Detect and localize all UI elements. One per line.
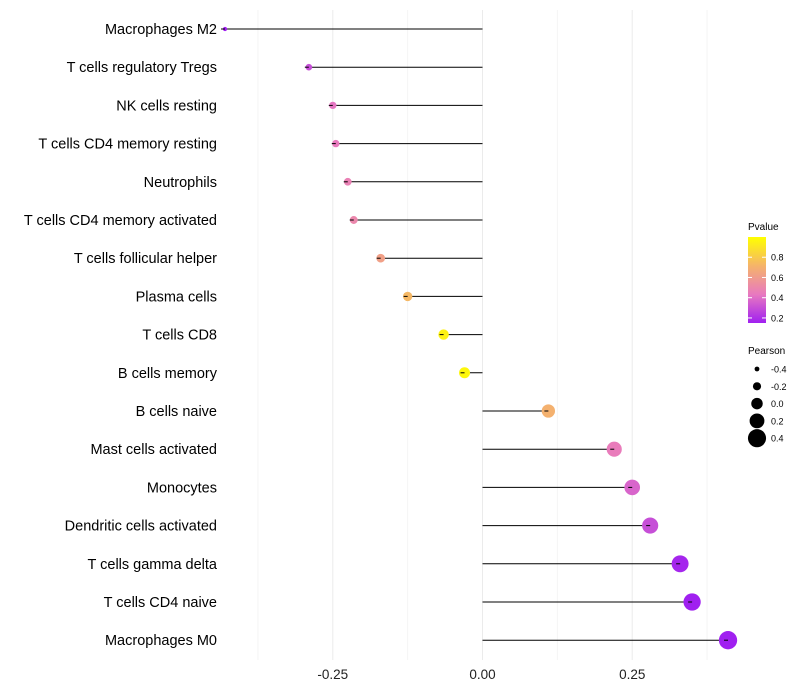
category-label: T cells follicular helper — [74, 251, 217, 267]
category-label: Macrophages M0 — [105, 633, 217, 649]
points — [221, 26, 738, 650]
x-tick-label: 0.00 — [469, 667, 495, 682]
category-label: T cells regulatory Tregs — [67, 60, 217, 76]
category-label: T cells CD4 naive — [104, 595, 217, 611]
size-legend-point — [747, 429, 767, 448]
colorbar-tick-label: 0.8 — [771, 253, 784, 263]
x-tick-label: 0.25 — [619, 667, 645, 682]
category-label: Mast cells activated — [90, 442, 217, 458]
pearson-legend-title: Pearson — [748, 346, 785, 357]
stems — [225, 28, 729, 641]
size-legend-point — [752, 382, 762, 391]
size-legend-point — [751, 397, 763, 410]
size-legend-label: -0.2 — [771, 382, 787, 392]
pvalue-legend: Pvalue 0.8 0.6 0.4 0.2 — [748, 222, 784, 323]
colorbar-tick-label: 0.2 — [771, 313, 784, 323]
category-label: Plasma cells — [136, 289, 217, 305]
point — [671, 555, 689, 573]
size-legend-point — [749, 413, 765, 429]
point — [459, 367, 471, 379]
size-legend-point — [754, 366, 760, 372]
x-axis-labels: -0.25 0.00 0.25 — [317, 667, 645, 682]
category-label: T cells CD4 memory resting — [38, 137, 217, 153]
category-label: Monocytes — [147, 480, 217, 496]
category-label: Macrophages M2 — [105, 22, 217, 38]
pvalue-colorbar — [748, 237, 766, 323]
size-legend-label: 0.4 — [771, 434, 784, 444]
colorbar-tick-label: 0.4 — [771, 293, 784, 303]
y-axis-labels: Macrophages M2 T cells regulatory Tregs NK… — [24, 22, 218, 649]
category-label: T cells gamma delta — [88, 557, 218, 573]
pearson-legend: Pearson -0.4 -0.2 0.0 0.2 0.4 — [747, 346, 787, 448]
category-label: B cells naive — [136, 404, 217, 420]
category-label: NK cells resting — [116, 98, 217, 114]
category-label: T cells CD4 memory activated — [24, 213, 217, 229]
size-legend-label: -0.4 — [771, 365, 787, 375]
colorbar-tick-label: 0.6 — [771, 273, 784, 283]
category-label: T cells CD8 — [142, 328, 217, 344]
category-label: Neutrophils — [144, 175, 217, 191]
x-tick-label: -0.25 — [317, 667, 348, 682]
category-label: Dendritic cells activated — [65, 519, 217, 535]
pvalue-legend-title: Pvalue — [748, 222, 779, 233]
size-legend-label: 0.2 — [771, 416, 784, 426]
size-legend-label: 0.0 — [771, 399, 784, 409]
category-label: B cells memory — [118, 366, 218, 382]
